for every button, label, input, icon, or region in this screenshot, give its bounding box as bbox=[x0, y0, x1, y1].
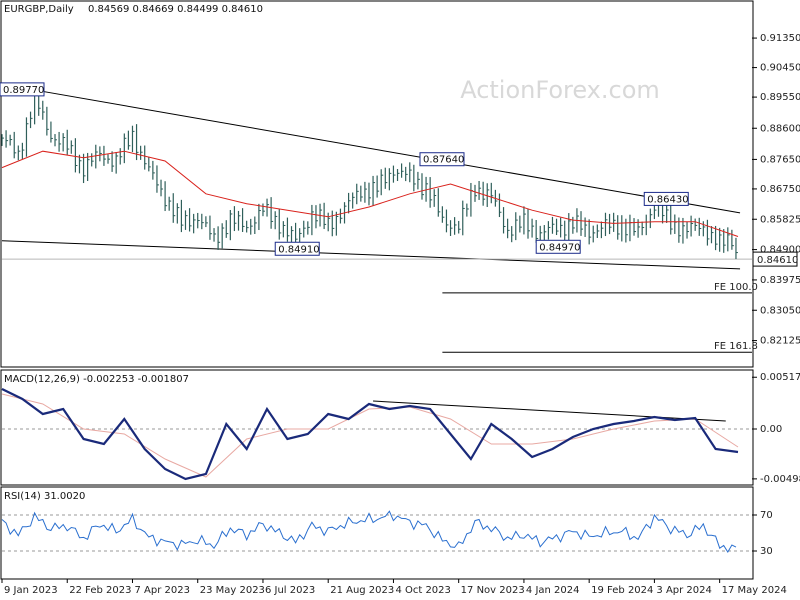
level-label-box bbox=[274, 241, 320, 256]
rsi-layer bbox=[1, 510, 752, 553]
macd-signal-line bbox=[1, 393, 739, 478]
price-y-tick-label: 0.85825 bbox=[760, 214, 800, 225]
rsi-y-tick-label: 70 bbox=[760, 510, 773, 521]
fe-level-label: FE 161.8 bbox=[714, 341, 758, 352]
price-trendline bbox=[1, 83, 741, 214]
price-header-ohlc: 0.84569 0.84669 0.84499 0.84610 bbox=[88, 4, 263, 15]
x-tick-label: 3 Apr 2024 bbox=[656, 585, 711, 596]
level-label: 0.89770 bbox=[3, 85, 44, 96]
macd-y-tick-label: 0.005176 bbox=[760, 372, 800, 383]
x-tick-label: 22 Feb 2023 bbox=[69, 585, 131, 596]
x-tick-label: 7 Apr 2023 bbox=[134, 585, 189, 596]
watermark: ActionForex.com bbox=[460, 76, 660, 104]
rsi-header: RSI(14) 31.0020 bbox=[4, 491, 85, 502]
level-label-box bbox=[419, 152, 465, 167]
x-tick-label: 4 Oct 2023 bbox=[395, 585, 450, 596]
price-header-symbol: EURGBP,Daily bbox=[4, 4, 74, 15]
level-label: 0.84910 bbox=[278, 244, 319, 255]
price-y-tick-label: 0.91350 bbox=[760, 33, 800, 44]
macd-layer bbox=[1, 388, 752, 481]
price-layer: FE 100.0 FE 161.8 0.89770 0.87640 0.84910 0.8… bbox=[0, 82, 758, 353]
level-label-box bbox=[0, 82, 45, 97]
macd-trendline bbox=[373, 400, 726, 422]
fe-level-label: FE 100.0 bbox=[714, 282, 758, 293]
price-y-tick-label: 0.86750 bbox=[760, 184, 800, 195]
axis-layer: 0.91350 0.90450 0.89550 0.88600 0.87650 0.867… bbox=[1, 33, 800, 596]
level-label: 0.84970 bbox=[539, 242, 580, 253]
macd-y-tick-label: -0.004988 bbox=[760, 474, 800, 485]
macd-line bbox=[1, 388, 739, 481]
price-y-tick-label: 0.89550 bbox=[760, 92, 800, 103]
x-tick-label: 23 May 2023 bbox=[200, 585, 265, 596]
x-tick-label: 17 May 2024 bbox=[722, 585, 787, 596]
x-tick-label: 17 Nov 2023 bbox=[461, 585, 525, 596]
x-tick-label: 4 Jan 2024 bbox=[526, 585, 580, 596]
rsi-y-tick-label: 30 bbox=[760, 546, 773, 557]
last-price-tag-box bbox=[752, 251, 798, 267]
x-tick-label: 9 Jan 2023 bbox=[4, 585, 58, 596]
rsi-panel bbox=[0, 486, 754, 580]
level-label-box bbox=[643, 191, 689, 206]
price-y-tick-label: 0.88600 bbox=[760, 123, 800, 134]
macd-panel bbox=[0, 369, 754, 486]
price-y-tick-label: 0.83975 bbox=[760, 275, 800, 286]
price-y-tick-label: 0.84900 bbox=[760, 245, 800, 256]
x-tick-label: 19 Feb 2024 bbox=[591, 585, 653, 596]
price-moving-average-line bbox=[1, 150, 739, 237]
price-y-tick-label: 0.83050 bbox=[760, 305, 800, 316]
level-label: 0.86430 bbox=[647, 194, 688, 205]
last-price-tag: 0.84610 bbox=[757, 255, 798, 266]
price-y-tick-label: 0.82125 bbox=[760, 336, 800, 347]
price-y-tick-label: 0.87650 bbox=[760, 154, 800, 165]
macd-header: MACD(12,26,9) -0.002253 -0.001807 bbox=[4, 374, 189, 385]
level-label-box bbox=[535, 239, 581, 254]
level-label: 0.87640 bbox=[423, 155, 464, 166]
x-tick-label: 6 Jul 2023 bbox=[265, 585, 315, 596]
macd-y-tick-label: 0.00 bbox=[760, 424, 782, 435]
rsi-line bbox=[1, 510, 737, 553]
x-tick-label: 21 Aug 2023 bbox=[330, 585, 394, 596]
price-y-tick-label: 0.90450 bbox=[760, 63, 800, 74]
price-trendline bbox=[1, 240, 741, 270]
